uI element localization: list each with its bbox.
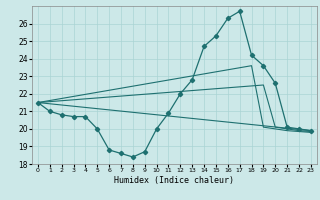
X-axis label: Humidex (Indice chaleur): Humidex (Indice chaleur): [115, 176, 234, 185]
